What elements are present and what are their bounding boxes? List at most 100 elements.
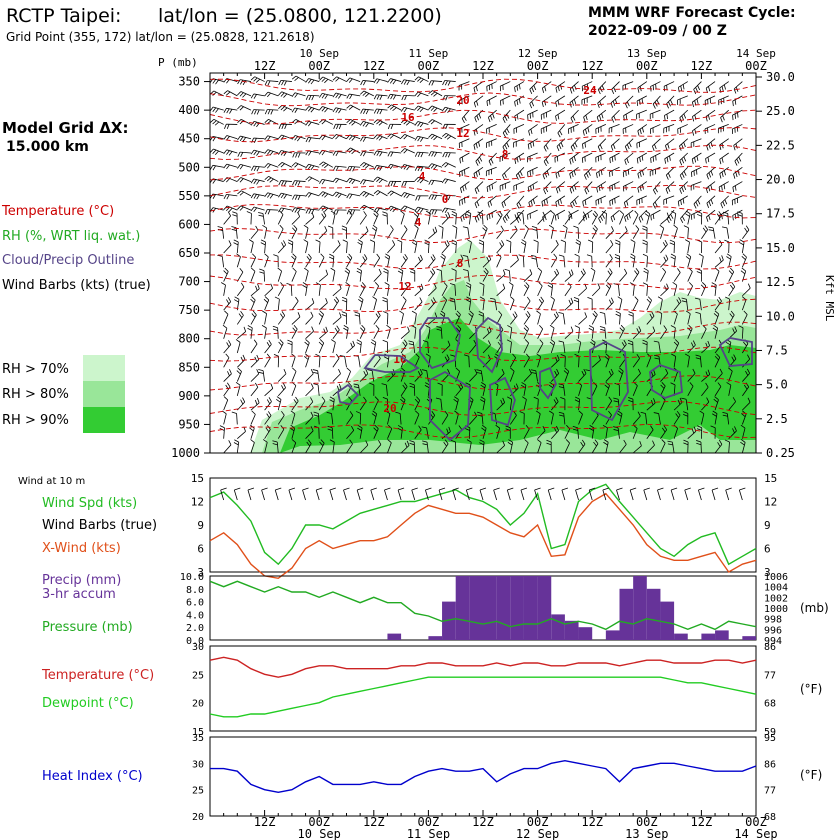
wind-barb [250,369,260,382]
wind-barb-flag [607,270,611,276]
wind-barb-flag [547,285,553,289]
wind-barb-staff [359,328,366,339]
wind-barb-flag [603,439,609,443]
wind-barb-staff [264,288,273,297]
rh90-swatch [83,407,125,433]
wind-barb-staff [467,256,470,268]
wind-barb-staff [335,177,347,182]
wind-barb-flag [592,213,597,218]
wind-barb-staff [563,413,566,425]
wind-barb-flag [486,100,488,106]
wind-barb-flag [239,92,244,97]
wind-barb-flag [446,240,450,245]
wind-barb-flag [730,310,735,316]
wind-barb-staff [523,373,532,382]
wind-barb-flag [730,267,735,273]
wind-barb-flag [252,310,257,316]
wind-barb-flag [284,124,287,130]
wind-barb-flag [524,439,529,444]
wind-barb-flag [487,340,491,346]
wind-barb [527,152,538,163]
wind-barb-flag [636,100,639,107]
wind-barb-flag [524,324,529,330]
wind-barb [278,91,293,98]
wind-barb [742,283,751,297]
wind-barb [360,179,374,185]
wind-barb-flag [685,213,690,217]
wind-barb-flag [297,312,301,318]
wind-barb [663,124,675,134]
wind-barb-flag [224,310,229,315]
wind-barb-flag [627,340,633,343]
wind-barb-staff [742,402,751,411]
surface-wind-barb [738,487,746,501]
wind-barb-flag [432,297,436,303]
wind-barb-flag [349,439,353,445]
wind-barb [509,353,517,368]
wind-barb [291,267,297,282]
wind-barb-flag [637,368,641,374]
wind-barb-staff [358,384,361,396]
wind-barb-flag [346,147,351,152]
wind-barb [597,95,607,108]
wind-barb-staff [318,400,326,411]
wind-barb-flag [417,152,421,158]
surface-wind-barb-staff [588,489,593,501]
wind-barb-flag [305,121,309,126]
wind-barb-flag [516,114,519,120]
wind-barb [586,254,593,268]
wind-barb-flag [504,268,510,271]
wind-barb-flag [349,194,353,199]
wind-barb [428,194,443,200]
wind-barb [502,109,511,123]
wind-barb [459,195,470,206]
wind-barb [527,138,538,150]
wind-barb-flag [363,109,366,114]
wind-barb-flag [587,239,593,243]
wind-barb-flag [571,186,575,192]
wind-barb-flag [419,78,424,83]
wind-barb-flag [406,80,410,86]
left-tick-label: 4.0 [186,610,204,621]
wind-barb-staff [513,181,525,187]
wind-barb-flag [357,241,363,246]
wind-barb [291,92,306,98]
wind-barb-flag [502,218,506,224]
wind-barb-flag [548,384,554,389]
wind-barb-staff [223,399,229,411]
precip-bar [578,627,593,640]
wind-barb-flag [681,187,685,192]
wind-barb-flag [267,136,271,141]
wind-barb [274,296,280,311]
wind-barb [250,310,257,325]
wind-barb-flag [313,383,319,386]
wind-barb [530,369,538,382]
wind-barb-flag [234,439,239,443]
wind-barb-flag [478,311,484,314]
wind-barb [209,106,224,113]
wind-barb [459,152,470,164]
wind-barb-flag [719,173,722,179]
wind-barb [708,226,716,239]
wind-barb-staff [267,163,279,168]
wind-barb-staff [455,258,464,268]
wind-barb-flag [212,136,216,142]
wind-barb-flag [237,79,241,85]
wind-barb-flag [239,106,244,111]
wind-barb [360,108,374,115]
wind-barb [595,124,607,134]
wind-barb [513,138,525,148]
wind-barb-flag [403,120,408,125]
wind-barb-staff [537,271,543,282]
wind-barb-flag [372,296,377,300]
wind-barb-staff [500,81,511,87]
isotherm [209,127,757,143]
wind-barb-flag [326,411,332,414]
wind-barb-staff [441,285,448,297]
wind-barb-staff [555,95,566,103]
wind-barb [630,253,636,268]
wind-barb-staff [658,413,661,425]
wind-barb [395,411,402,425]
wind-barb-staff [486,95,497,102]
wind-barb-flag [290,424,295,429]
